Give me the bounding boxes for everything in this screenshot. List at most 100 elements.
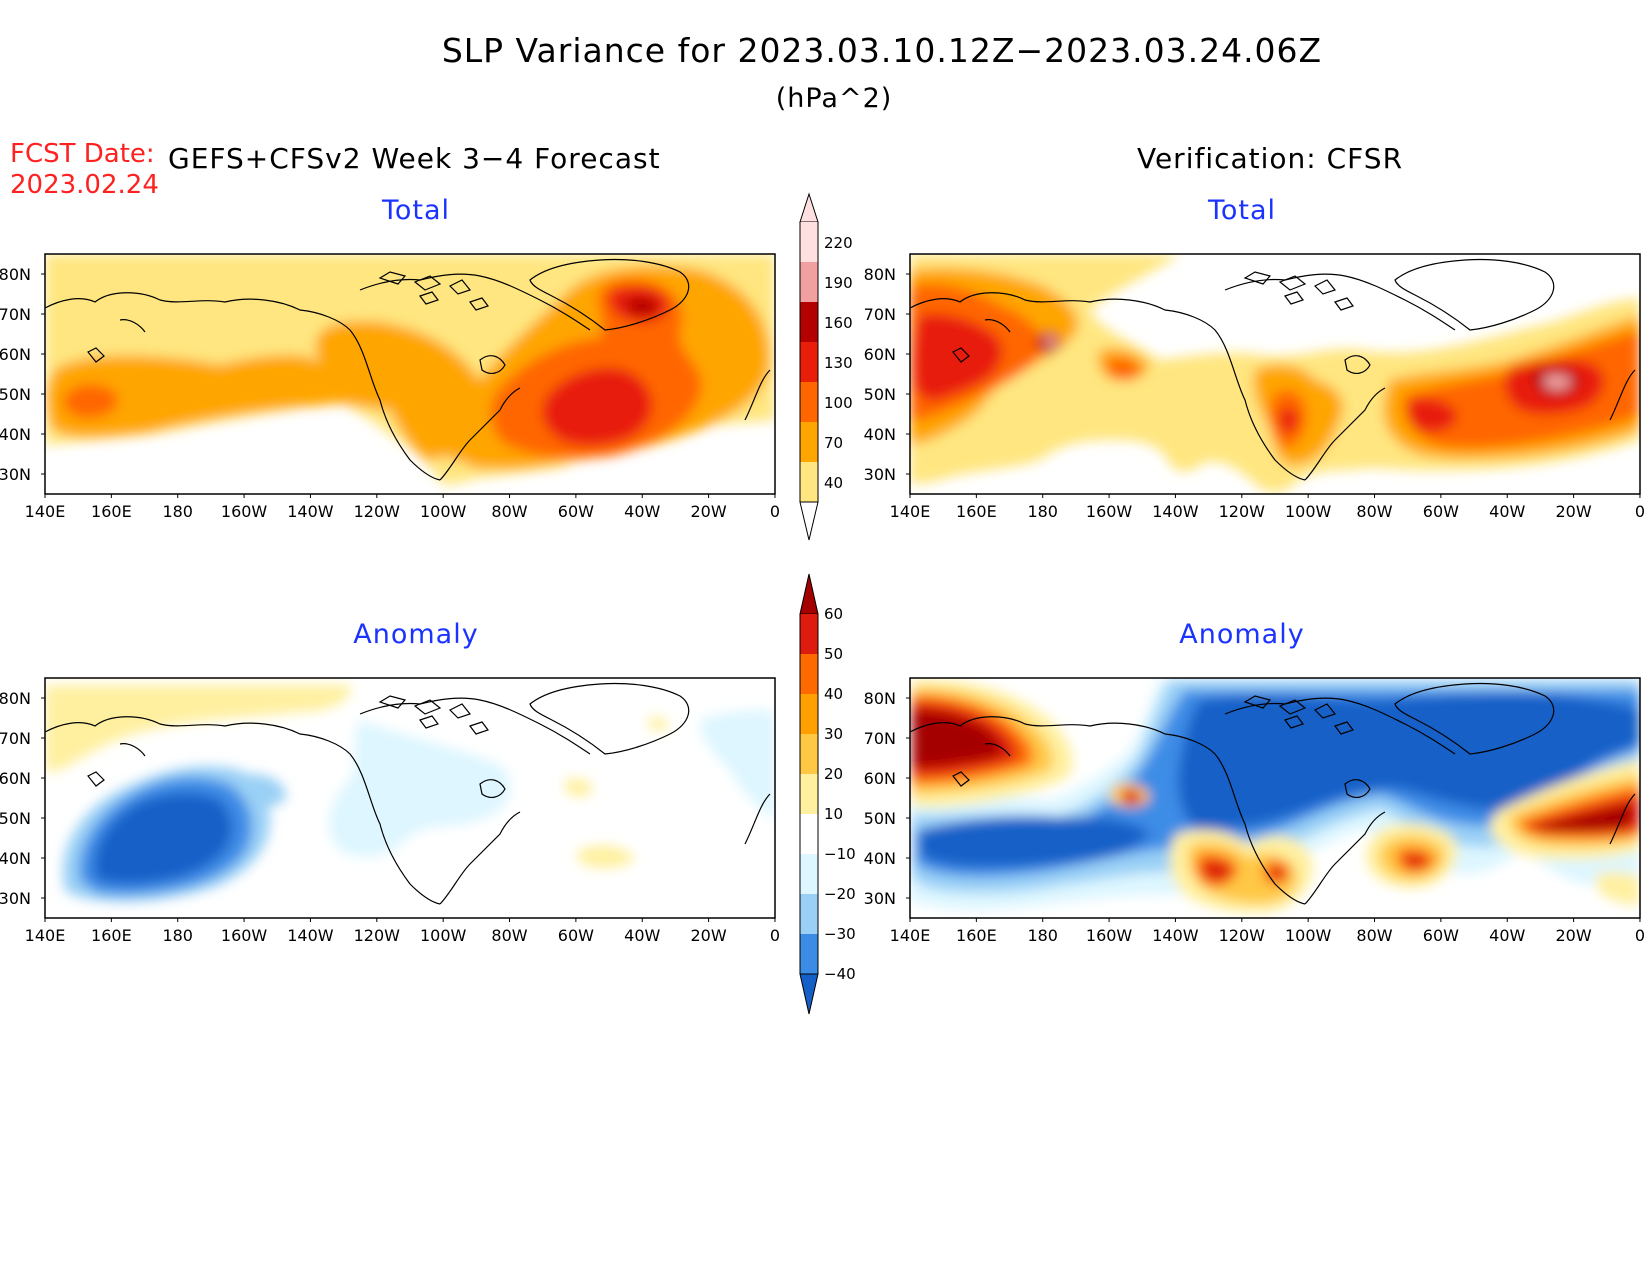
lat-tick-label: 60N — [864, 345, 896, 364]
lon-tick-label: 80W — [491, 502, 527, 521]
anomaly-colorbar: 60 50 40 30 20 10 −10 −20 −30 −40 — [799, 573, 856, 1015]
lon-tick-label: 60W — [1423, 926, 1459, 945]
map-frame — [44, 677, 776, 919]
lon-tick-label: 140E — [25, 502, 66, 521]
colorbar-box — [800, 734, 818, 774]
shaded-field — [45, 254, 775, 494]
colorbar-tick-label: −10 — [824, 845, 856, 863]
lon-tick-label: 0 — [1635, 926, 1645, 945]
contour-130 — [913, 313, 1605, 433]
colorbar-upper-arrow — [799, 192, 819, 223]
contour-100 — [63, 279, 702, 459]
lon-tick-label: 40W — [624, 502, 660, 521]
lon-tick-label: 40W — [1489, 926, 1525, 945]
colorbar-box — [800, 654, 818, 694]
coastline-outlines — [45, 682, 771, 905]
contour-neg40 — [920, 692, 1640, 868]
map-frame — [909, 253, 1641, 495]
colorbar-tick-label: 70 — [824, 434, 843, 452]
lat-tick-label: 30N — [0, 889, 31, 908]
lon-tick-label: 60W — [558, 502, 594, 521]
lon-tick-label: 140W — [1152, 926, 1199, 945]
figure-units: (hPa^2) — [776, 83, 893, 114]
lon-tick-label: 160E — [956, 926, 997, 945]
lon-tick-label: 140E — [890, 926, 931, 945]
colorbar-box — [800, 614, 818, 654]
panel-title-forecast-anomaly: Anomaly — [353, 619, 478, 650]
lon-tick-label: 0 — [1635, 502, 1645, 521]
fcst-date-value: 2023.02.24 — [10, 170, 159, 200]
lon-tick-label: 140W — [1152, 502, 1199, 521]
map-frame — [909, 677, 1641, 919]
fcst-date-label: FCST Date: — [10, 139, 155, 169]
colorbar-box — [800, 894, 818, 934]
lat-tick-label: 80N — [0, 265, 31, 284]
lon-axis-labels: 140E 160E 180 160W 140W 120W 100W 80W 60W 40W 20W 0 — [25, 494, 780, 521]
contour-neg40 — [94, 792, 232, 885]
colorbar-tick-label: 40 — [824, 474, 843, 492]
colorbar-tick-label: −30 — [824, 925, 856, 943]
colorbar-tick-label: 130 — [824, 354, 853, 372]
lon-tick-label: 120W — [1219, 502, 1266, 521]
lon-tick-label: 160E — [91, 502, 132, 521]
colorbar-box — [800, 462, 818, 502]
lon-tick-label: 100W — [1285, 926, 1332, 945]
lon-tick-label: 20W — [1556, 502, 1592, 521]
lon-tick-label: 140W — [287, 502, 334, 521]
verification-label: Verification: CFSR — [1137, 142, 1403, 175]
lon-axis-labels: 140E 160E 180 160W 140W 120W 100W 80W 60W 40W 20W 0 — [890, 918, 1645, 945]
colorbar-box — [800, 262, 818, 302]
lat-axis-labels: 80N 70N 60N 50N 40N 30N — [864, 265, 910, 484]
lat-tick-label: 50N — [0, 809, 31, 828]
map-panel-forecast-anomaly: 80N 70N 60N 50N 40N 30N 140E 160E 180 160W 140W 12… — [0, 677, 780, 945]
colorbar-box — [800, 422, 818, 462]
lat-tick-label: 40N — [0, 425, 31, 444]
map-panel-verification-anomaly: 80N 70N 60N 50N 40N 30N 140E 160E 180 160W 140W 12… — [864, 677, 1645, 945]
lat-axis-labels: 80N 70N 60N 50N 40N 30N — [0, 689, 45, 908]
colorbar-tick-label: 50 — [824, 645, 843, 663]
contour-neg10 — [329, 710, 775, 857]
lon-tick-label: 100W — [420, 926, 467, 945]
colorbar-tick-label: 100 — [824, 394, 853, 412]
lon-tick-label: 120W — [354, 502, 401, 521]
lon-tick-label: 0 — [770, 502, 780, 521]
lat-tick-label: 60N — [0, 769, 31, 788]
total-colorbar: 220 190 160 130 100 70 40 — [799, 192, 853, 541]
lat-tick-label: 70N — [0, 729, 31, 748]
map-panel-forecast-total: 80N 70N 60N 50N 40N 30N 140E 160E 180 160W 140W 12… — [0, 253, 780, 521]
lon-tick-label: 120W — [354, 926, 401, 945]
lon-tick-label: 140E — [25, 926, 66, 945]
lon-tick-label: 20W — [1556, 926, 1592, 945]
lon-tick-label: 180 — [1027, 926, 1058, 945]
colorbar-box — [800, 854, 818, 894]
shaded-field — [910, 678, 1640, 918]
colorbar-box — [800, 342, 818, 382]
lat-tick-label: 30N — [0, 465, 31, 484]
map-frame — [44, 253, 776, 495]
contour-pos50 — [912, 702, 1640, 882]
lat-tick-label: 40N — [864, 425, 896, 444]
colorbar-lower-arrow — [799, 973, 819, 1015]
colorbar-tick-label: 220 — [824, 234, 853, 252]
lon-tick-label: 120W — [1219, 926, 1266, 945]
lon-tick-label: 160E — [91, 926, 132, 945]
lat-axis-labels: 80N 70N 60N 50N 40N 30N — [864, 689, 910, 908]
colorbar-tick-label: 20 — [824, 765, 843, 783]
colorbar-lower-arrow — [799, 501, 819, 541]
lat-tick-label: 80N — [864, 265, 896, 284]
lon-tick-label: 20W — [691, 926, 727, 945]
lat-tick-label: 30N — [864, 889, 896, 908]
contour-pos40 — [912, 694, 1640, 887]
colorbar-box — [800, 222, 818, 262]
colorbar-tick-label: 160 — [824, 314, 853, 332]
lat-tick-label: 50N — [864, 809, 896, 828]
lon-tick-label: 80W — [1356, 502, 1392, 521]
lat-tick-label: 50N — [0, 385, 31, 404]
panel-title-verification-anomaly: Anomaly — [1179, 619, 1304, 650]
lat-tick-label: 80N — [864, 689, 896, 708]
contour-130 — [542, 286, 669, 446]
lon-tick-label: 60W — [1423, 502, 1459, 521]
lat-tick-label: 70N — [864, 729, 896, 748]
lon-tick-label: 160W — [221, 502, 268, 521]
colorbar-tick-label: −40 — [824, 965, 856, 983]
